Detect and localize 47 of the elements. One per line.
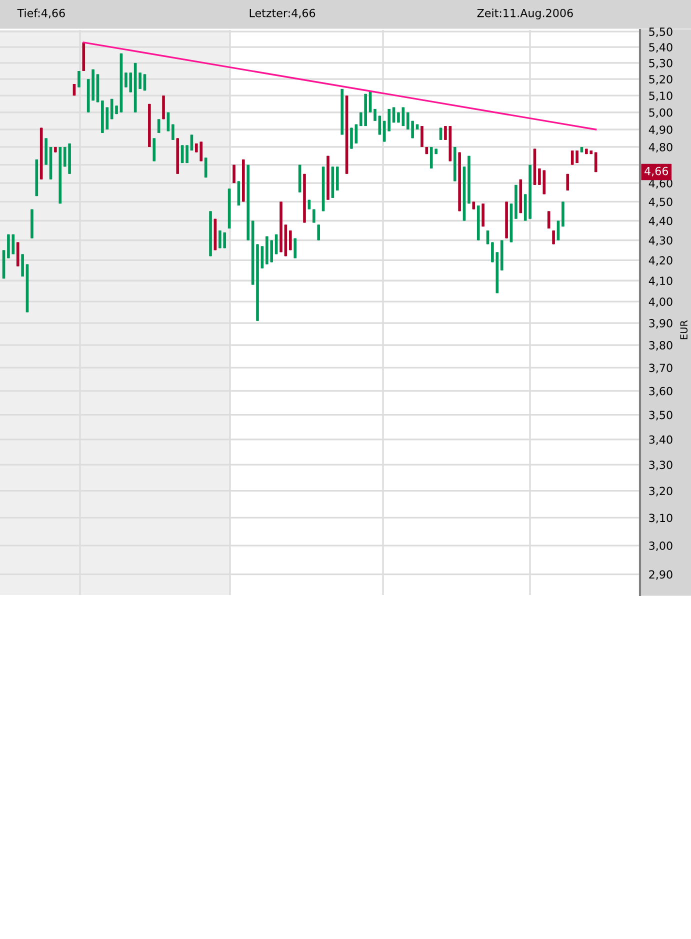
text: Tief:4,66 — [17, 8, 65, 18]
y-tick-label: 5,00 — [649, 108, 672, 118]
candlestick — [157, 118, 160, 134]
y-tick-label: 3,50 — [649, 410, 672, 420]
candlestick — [547, 210, 550, 230]
text: 4,66 — [644, 166, 668, 176]
y-tick-label: 4,20 — [648, 256, 672, 266]
y-tick-label: 3,00 — [649, 542, 672, 552]
candlestick — [180, 144, 184, 164]
y-tick-label: 4,10 — [648, 276, 672, 286]
candlestick — [354, 124, 358, 144]
y-tick-label: 4,90 — [648, 125, 672, 136]
candlestick — [190, 134, 194, 152]
text: Zeit:11.Aug.2006 — [477, 8, 573, 20]
candlestick — [368, 90, 372, 113]
y-tick-label: 3,20 — [649, 486, 672, 496]
y-tick-label: 3,80 — [649, 341, 672, 351]
candlestick — [152, 138, 156, 162]
y-tick-label: 4,30 — [648, 236, 672, 246]
y-tick-label: 3,30 — [649, 460, 672, 470]
y-tick-label: 4,80 — [648, 142, 672, 152]
y-tick-label: 2,90 — [649, 570, 672, 580]
y-tick-label: 4,40 — [648, 216, 672, 226]
candlestick — [172, 124, 174, 140]
candlestick — [439, 127, 442, 140]
y-tick-label: 5,30 — [649, 58, 672, 68]
text: Letzter:4,66 — [250, 8, 316, 18]
y-tick-label: 3,90 — [649, 319, 672, 329]
candlestick — [204, 157, 208, 178]
candlestick — [336, 166, 339, 192]
candlestick — [566, 173, 570, 192]
candlestick — [260, 246, 264, 269]
y-tick-label: 5,10 — [649, 92, 672, 102]
candlestick — [317, 224, 320, 241]
y-tick-label: 4,50 — [648, 198, 672, 208]
y-axis-title: EUR — [680, 320, 688, 340]
y-tick-label: 3,40 — [649, 435, 672, 445]
y-tick-label: 4,00 — [648, 298, 672, 308]
y-tick-label: 3,60 — [649, 386, 672, 396]
y-tick-label: 3,10 — [649, 514, 672, 524]
y-tick-label: 3,70 — [649, 364, 672, 374]
y-tick-label: 5,50 — [649, 28, 672, 38]
candlestick — [570, 150, 574, 166]
y-tick-label: 5,40 — [649, 43, 672, 53]
y-tick-label: 5,20 — [649, 75, 672, 85]
candlestick — [143, 74, 146, 92]
candlestick — [556, 220, 560, 241]
